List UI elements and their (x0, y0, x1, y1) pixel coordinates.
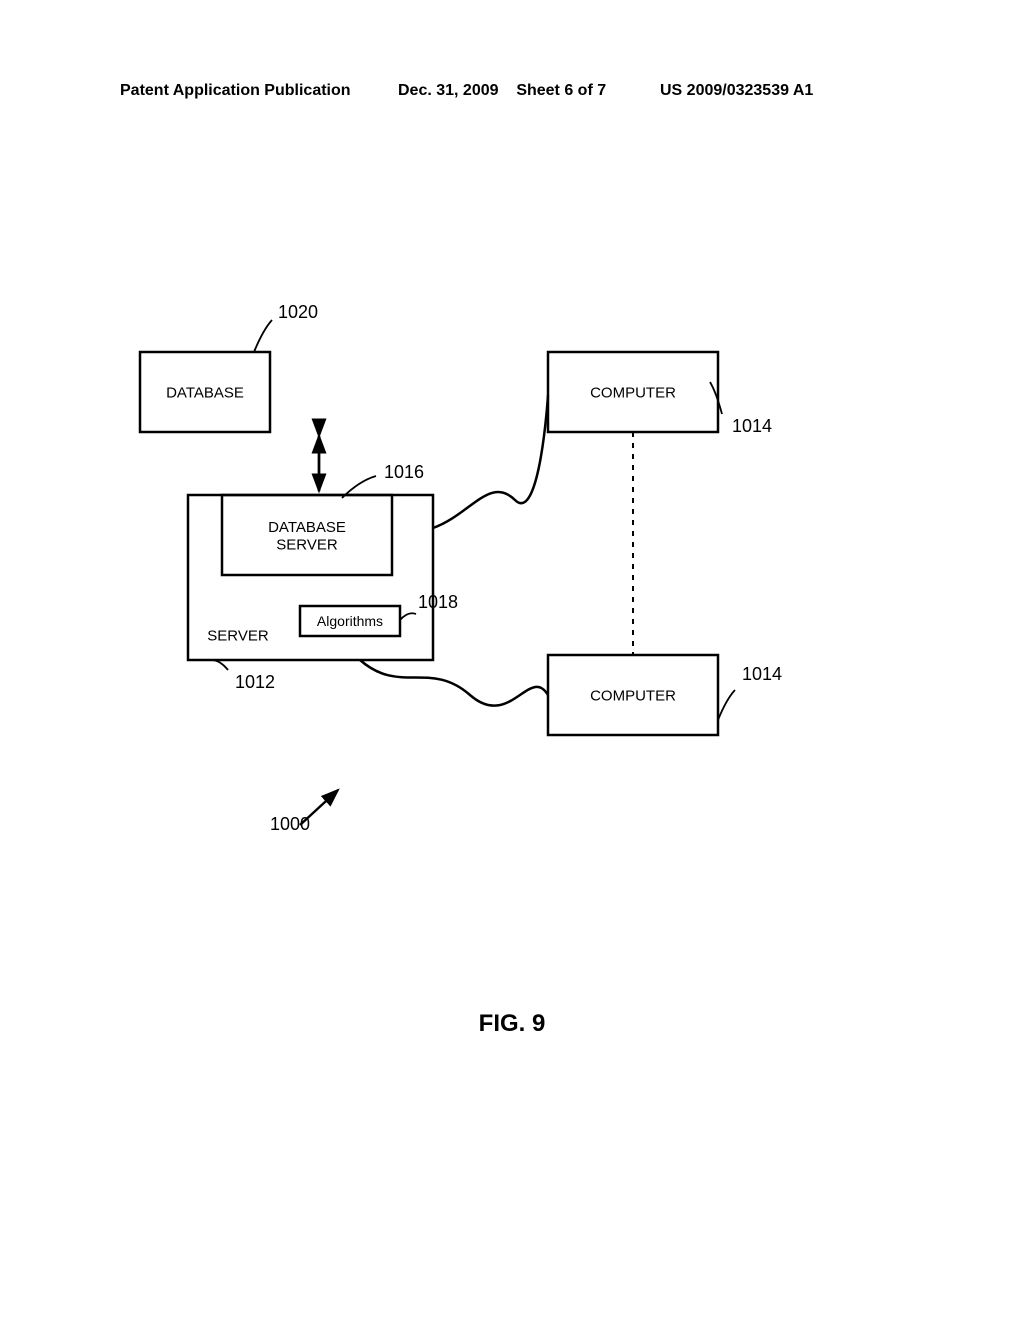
algorithms-box-label: Algorithms (317, 613, 383, 629)
refnum-1014: 1014 (742, 664, 782, 684)
refnum-1018: 1018 (418, 592, 458, 612)
lead-1012 (210, 660, 228, 670)
refnum-1000: 1000 (270, 814, 310, 834)
curve-server-computer1 (433, 395, 548, 528)
computer-box-1-label: COMPUTER (590, 384, 676, 401)
lead-1014 (718, 690, 735, 720)
db-server-box-label: DATABASE (268, 519, 346, 536)
refnum-1012: 1012 (235, 672, 275, 692)
lead-1018 (400, 613, 416, 620)
page: Patent Application Publication Dec. 31, … (0, 0, 1024, 1320)
figure-caption: FIG. 9 (0, 1010, 1024, 1038)
lead-1014 (710, 382, 722, 414)
lead-1020 (254, 320, 272, 352)
computer-box-2-label: COMPUTER (590, 687, 676, 704)
figure-diagram: SERVERDATABASEDATABASESERVERAlgorithmsCO… (0, 0, 1024, 1320)
server-box-label: SERVER (207, 627, 269, 644)
db-server-box-label: SERVER (276, 536, 338, 553)
refnum-1020: 1020 (278, 302, 318, 322)
refnum-1014: 1014 (732, 416, 772, 436)
database-box-label: DATABASE (166, 384, 244, 401)
refnum-1016: 1016 (384, 462, 424, 482)
curve-server-computer2 (360, 660, 548, 706)
arrow-1000 (300, 790, 338, 825)
